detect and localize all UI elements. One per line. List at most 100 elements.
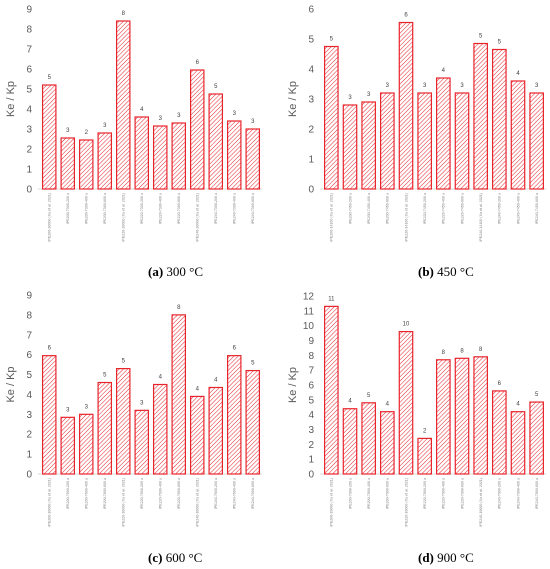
x-tick-label: IPE220-16000 (Xu et al. 2021)	[122, 478, 126, 527]
x-tick-label: IPE240-7300-400 u	[233, 193, 237, 224]
bar	[97, 381, 113, 475]
caption-letter: (d)	[418, 550, 434, 565]
x-tick-label: IPE240-7450-400 u	[516, 193, 520, 224]
data-label: 3	[535, 83, 539, 89]
caption-text: 450 °C	[434, 264, 474, 279]
data-label: 8	[442, 350, 446, 356]
y-tick-label: 10	[303, 321, 315, 332]
bar	[41, 84, 57, 190]
x-tick-label: IPE240-7600-200 u	[214, 478, 218, 509]
x-tick-label: IPE200-7900-400 u	[367, 478, 371, 509]
data-label: 5	[479, 34, 483, 40]
bar	[115, 367, 131, 475]
x-tick-label: IPE200-7300-400 u	[85, 193, 89, 224]
y-tick-label: 0	[26, 185, 32, 196]
caption-letter: (a)	[148, 264, 163, 279]
bar	[380, 411, 395, 475]
bar	[115, 20, 131, 190]
x-tick-label: IPE240-7450-600 u	[535, 193, 539, 224]
y-tick-label: 2	[308, 125, 314, 136]
data-label: 5	[48, 75, 52, 81]
data-label: 5	[498, 40, 502, 46]
y-tick-label: 9	[26, 291, 32, 302]
x-tick-label: IPE220-7300-400 u	[159, 193, 163, 224]
x-tick-label: IPE240-7600-400 u	[233, 478, 237, 509]
y-tick-label: 7	[308, 366, 314, 377]
y-tick-label: 9	[26, 5, 32, 16]
data-label: 8	[122, 11, 126, 17]
data-label: 6	[196, 60, 200, 66]
bar	[417, 437, 432, 475]
bar	[78, 139, 94, 190]
panel-caption: (d) 900 °C	[418, 550, 474, 565]
y-tick-label: 2	[26, 430, 32, 441]
data-label: 4	[348, 399, 352, 405]
x-tick-label: IPE200-16000 (Xu et al. 2021)	[48, 478, 52, 527]
chart-panel-2: 0 1 2 3 4 5 6 Ke / Kp 5 IPE200-14100 (Xu et al. 2…	[287, 5, 546, 279]
x-tick-label: IPE220-14100 (Xu et al. 2021)	[404, 193, 408, 242]
bar	[189, 395, 205, 475]
data-label: 5	[214, 84, 218, 90]
y-tick-label: 7	[26, 45, 32, 56]
y-tick-label: 4	[308, 65, 314, 76]
x-tick-label: IPE200-7600-400 u	[85, 478, 89, 509]
y-tick-label: 5	[308, 35, 314, 46]
data-label: 4	[386, 402, 390, 408]
y-tick-label: 8	[26, 25, 32, 36]
x-tick-label: IPE200-7900-200 u	[348, 478, 352, 509]
panel-caption: (c) 600 °C	[148, 550, 202, 565]
bar	[134, 116, 150, 190]
x-tick-label: IPE200-7300-200 u	[66, 193, 70, 224]
bar	[189, 69, 205, 190]
caption-text: 900 °C	[434, 550, 474, 565]
bar	[97, 132, 113, 190]
bar	[492, 390, 507, 475]
y-tick-label: 4	[308, 410, 314, 421]
y-tick-label: 1	[26, 165, 32, 176]
bar	[152, 125, 168, 190]
caption-letter: (c)	[148, 550, 162, 565]
x-tick-label: IPE240-16000 (Xu et al. 2021)	[196, 193, 200, 242]
data-label: 6	[233, 346, 237, 352]
bar	[324, 305, 339, 475]
bar	[473, 356, 488, 475]
bar	[380, 92, 395, 190]
bar	[510, 411, 526, 475]
y-tick-label: 3	[308, 425, 314, 436]
bar	[398, 331, 414, 475]
data-label: 4	[516, 402, 520, 408]
bar	[171, 314, 187, 475]
bar	[436, 77, 451, 190]
x-tick-label: IPE220-7450-400 u	[442, 193, 446, 224]
data-label: 3	[367, 92, 371, 98]
panel-caption: (b) 450 °C	[418, 264, 474, 279]
y-tick-label: 3	[26, 410, 32, 421]
x-tick-label: IPE200-7900-600 u	[386, 478, 390, 509]
bar	[41, 355, 57, 475]
data-label: 3	[66, 407, 70, 413]
bar	[134, 409, 150, 475]
y-tick-label: 0	[308, 185, 314, 196]
data-label: 3	[66, 128, 70, 134]
data-label: 4	[442, 68, 446, 74]
data-label: 4	[214, 377, 218, 383]
bar	[324, 45, 339, 190]
x-tick-label: IPE220-7900-200 u	[423, 478, 427, 509]
data-label: 5	[122, 359, 126, 365]
y-tick-label: 4	[26, 390, 32, 401]
x-tick-label: IPE220-19000 (Xu et al. 2021)	[404, 478, 408, 527]
x-tick-label: IPE200-7450-600 u	[386, 193, 390, 224]
y-axis-label: Ke / Kp	[287, 367, 299, 403]
chart-panel-1: 0 1 2 3 4 5 6 7 8 9 Ke / Kp 5 IPE200-16000 (Xu et al…	[5, 5, 262, 279]
caption-text: 600 °C	[162, 550, 202, 565]
y-tick-label: 3	[26, 125, 32, 136]
y-tick-label: 6	[26, 65, 32, 76]
y-tick-label: 3	[308, 95, 314, 106]
y-tick-label: 12	[303, 292, 315, 303]
data-label: 3	[233, 111, 237, 117]
bar	[60, 137, 76, 190]
data-label: 5	[535, 392, 539, 398]
bar	[226, 120, 242, 190]
